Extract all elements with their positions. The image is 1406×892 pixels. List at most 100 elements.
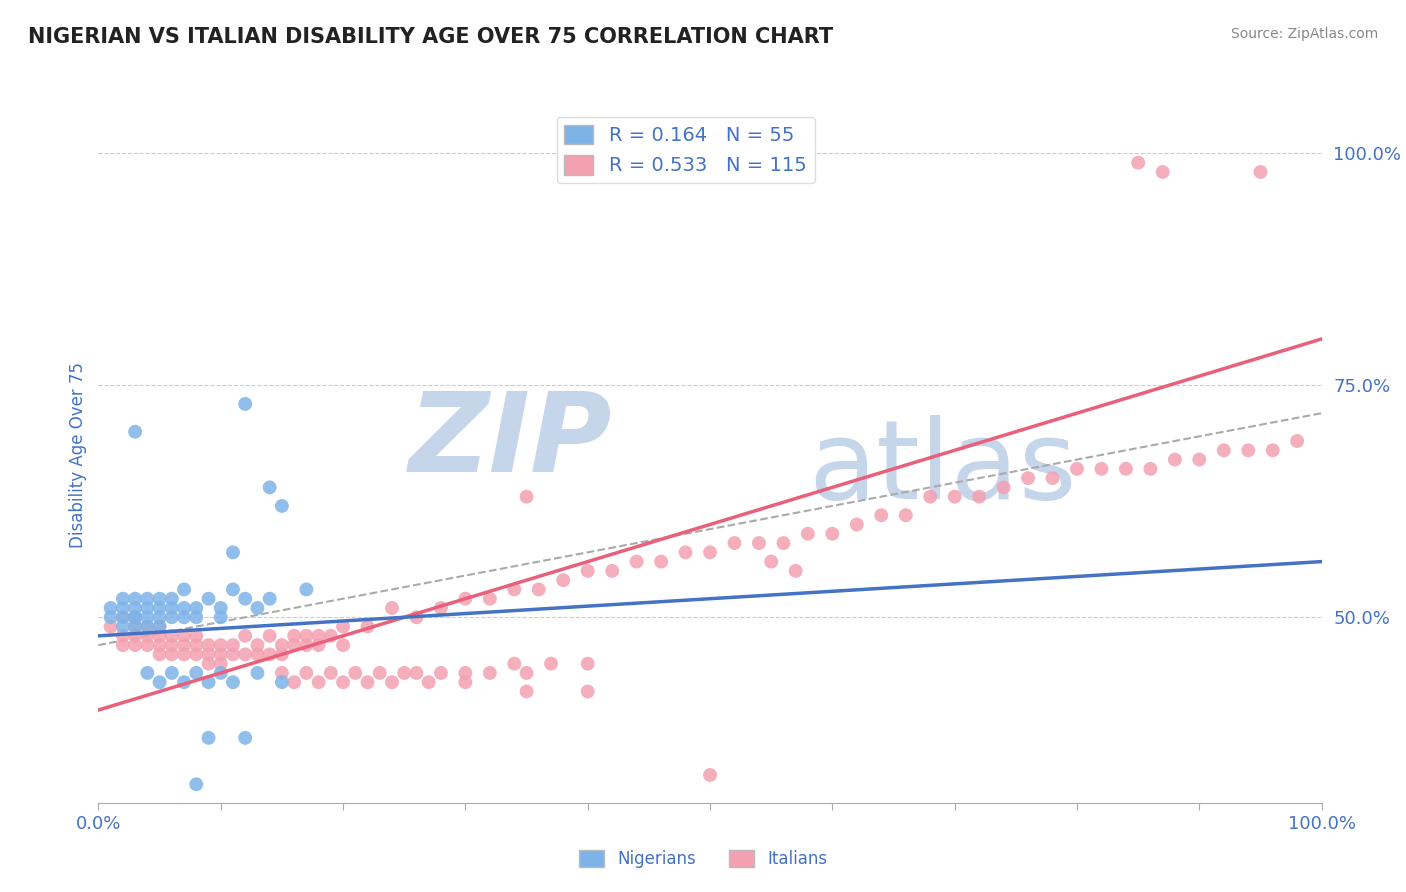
Point	[270, 675, 294, 690]
Point	[246, 601, 269, 615]
Point	[136, 619, 159, 633]
Point	[186, 665, 208, 680]
Point	[124, 619, 146, 633]
Point	[332, 675, 354, 690]
Point	[259, 480, 281, 494]
Point	[723, 833, 745, 847]
Point	[270, 638, 294, 652]
Point	[332, 619, 354, 633]
Point	[478, 591, 501, 606]
Point	[515, 490, 537, 504]
Point	[186, 629, 208, 643]
Point	[173, 648, 195, 662]
Point	[209, 870, 232, 884]
Point	[233, 629, 256, 643]
Point	[124, 425, 146, 439]
Point	[149, 610, 172, 624]
Point	[1261, 443, 1284, 458]
Point	[233, 731, 256, 745]
Point	[515, 665, 537, 680]
Point	[222, 638, 245, 652]
Point	[1286, 434, 1309, 448]
Point	[405, 665, 427, 680]
Point	[356, 675, 378, 690]
Point	[197, 675, 219, 690]
Point	[1042, 471, 1064, 485]
Point	[478, 665, 501, 680]
Point	[136, 619, 159, 633]
Point	[699, 768, 721, 782]
Point	[246, 638, 269, 652]
Point	[283, 638, 305, 652]
Point	[785, 564, 807, 578]
Point	[160, 648, 183, 662]
Point	[149, 629, 172, 643]
Point	[270, 665, 294, 680]
Point	[576, 684, 599, 698]
Point	[308, 675, 330, 690]
Point	[111, 610, 134, 624]
Point	[136, 591, 159, 606]
Point	[209, 648, 232, 662]
Point	[222, 675, 245, 690]
Point	[920, 490, 942, 504]
Point	[381, 675, 404, 690]
Point	[124, 601, 146, 615]
Point	[454, 591, 477, 606]
Point	[1128, 155, 1150, 169]
Point	[124, 610, 146, 624]
Point	[209, 601, 232, 615]
Point	[136, 629, 159, 643]
Point	[626, 555, 648, 569]
Legend: Nigerians, Italians: Nigerians, Italians	[572, 843, 834, 875]
Point	[111, 629, 134, 643]
Point	[186, 638, 208, 652]
Point	[392, 665, 416, 680]
Legend: R = 0.164   N = 55, R = 0.533   N = 115: R = 0.164 N = 55, R = 0.533 N = 115	[557, 117, 814, 183]
Point	[136, 601, 159, 615]
Point	[259, 591, 281, 606]
Point	[553, 573, 575, 587]
Point	[173, 582, 195, 597]
Point	[723, 536, 745, 550]
Point	[124, 610, 146, 624]
Point	[186, 777, 208, 791]
Point	[1237, 443, 1260, 458]
Point	[246, 648, 269, 662]
Point	[748, 536, 770, 550]
Point	[430, 665, 453, 680]
Point	[149, 591, 172, 606]
Point	[111, 638, 134, 652]
Point	[356, 619, 378, 633]
Text: ZIP: ZIP	[409, 387, 612, 494]
Point	[124, 619, 146, 633]
Point	[136, 665, 159, 680]
Point	[111, 619, 134, 633]
Point	[283, 675, 305, 690]
Point	[675, 545, 697, 559]
Point	[186, 648, 208, 662]
Point	[540, 657, 562, 671]
Point	[209, 657, 232, 671]
Point	[1017, 471, 1039, 485]
Point	[136, 610, 159, 624]
Point	[160, 591, 183, 606]
Point	[222, 545, 245, 559]
Point	[870, 508, 893, 523]
Point	[332, 638, 354, 652]
Point	[136, 638, 159, 652]
Point	[173, 675, 195, 690]
Point	[967, 490, 990, 504]
Point	[173, 629, 195, 643]
Point	[100, 619, 122, 633]
Point	[368, 665, 391, 680]
Point	[527, 582, 550, 597]
Point	[600, 564, 623, 578]
Point	[124, 629, 146, 643]
Point	[160, 665, 183, 680]
Point	[186, 610, 208, 624]
Point	[233, 591, 256, 606]
Y-axis label: Disability Age Over 75: Disability Age Over 75	[69, 362, 87, 548]
Point	[100, 601, 122, 615]
Point	[124, 591, 146, 606]
